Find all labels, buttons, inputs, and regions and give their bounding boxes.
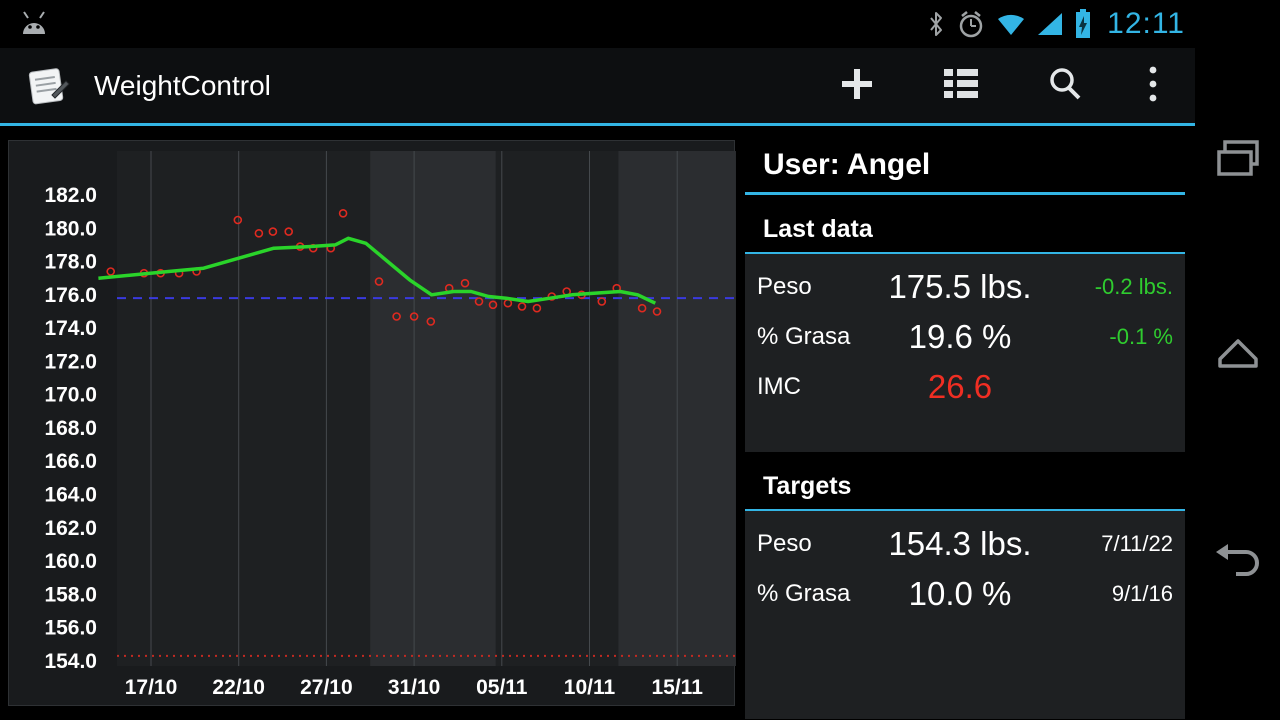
svg-text:176.0: 176.0 <box>44 284 97 307</box>
svg-text:156.0: 156.0 <box>44 617 97 640</box>
svg-text:172.0: 172.0 <box>44 350 97 373</box>
svg-text:180.0: 180.0 <box>44 217 97 240</box>
targets-card: Peso 154.3 lbs. 7/11/22 % Grasa 10.0 % 9… <box>745 511 1185 719</box>
svg-text:05/11: 05/11 <box>476 676 528 699</box>
svg-text:154.0: 154.0 <box>44 650 97 673</box>
app-logo-icon <box>23 63 73 109</box>
target-date: 9/1/16 <box>1111 581 1173 606</box>
recents-button[interactable] <box>1214 138 1262 183</box>
target-label: % Grasa <box>757 580 851 607</box>
plus-icon <box>837 64 877 107</box>
last-data-row-peso: Peso 175.5 lbs. -0.2 lbs. <box>757 262 1173 312</box>
overflow-menu-icon <box>1147 64 1159 107</box>
list-entries-button[interactable] <box>909 48 1013 123</box>
svg-text:31/10: 31/10 <box>388 676 441 699</box>
last-data-card: Peso 175.5 lbs. -0.2 lbs. % Grasa 19.6 %… <box>745 254 1185 452</box>
signal-icon <box>1036 11 1064 37</box>
metric-label: IMC <box>757 373 801 400</box>
bluetooth-icon <box>926 9 946 39</box>
svg-text:158.0: 158.0 <box>44 583 97 606</box>
search-icon <box>1045 64 1085 107</box>
svg-text:168.0: 168.0 <box>44 417 97 440</box>
last-data-row-grasa: % Grasa 19.6 % -0.1 % <box>757 312 1173 362</box>
main-content: 17/10 22/10 27/10 31/10 05/11 10/11 15/11 182.0… <box>0 140 1195 720</box>
metric-value: 175.5 lbs. <box>888 268 1032 305</box>
clock: 12:11 <box>1107 7 1185 40</box>
target-value: 154.3 lbs. <box>888 525 1032 562</box>
svg-text:170.0: 170.0 <box>44 384 97 407</box>
metric-delta: -0.2 lbs. <box>1094 274 1173 299</box>
overflow-menu-button[interactable] <box>1117 48 1189 123</box>
metric-label: Peso <box>757 273 812 300</box>
svg-text:10/11: 10/11 <box>564 676 616 699</box>
svg-text:164.0: 164.0 <box>44 484 97 507</box>
list-icon <box>941 66 981 105</box>
home-icon <box>1214 339 1262 375</box>
svg-text:178.0: 178.0 <box>44 251 97 274</box>
target-date: 7/11/22 <box>1101 531 1173 556</box>
svg-text:15/11: 15/11 <box>651 676 703 699</box>
svg-text:166.0: 166.0 <box>44 450 97 473</box>
metric-value: 19.6 % <box>908 318 1012 355</box>
target-label: Peso <box>757 530 812 557</box>
battery-charging-icon <box>1074 9 1092 39</box>
search-button[interactable] <box>1013 48 1117 123</box>
home-button[interactable] <box>1214 330 1262 375</box>
android-notification-icon <box>19 10 49 38</box>
target-value: 10.0 % <box>908 575 1012 612</box>
wifi-icon <box>996 11 1026 37</box>
system-nav-bar <box>1195 0 1280 720</box>
add-entry-button[interactable] <box>805 48 909 123</box>
target-row-peso: Peso 154.3 lbs. 7/11/22 <box>757 519 1173 569</box>
svg-text:17/10: 17/10 <box>125 676 178 699</box>
weight-chart-svg: 17/10 22/10 27/10 31/10 05/11 10/11 15/11 182.0… <box>44 151 736 699</box>
user-info-panel: User: Angel Last data Peso 175.5 lbs. -0… <box>745 140 1185 719</box>
svg-text:27/10: 27/10 <box>300 676 353 699</box>
status-bar: 12:11 <box>0 0 1195 48</box>
back-icon <box>1214 544 1262 587</box>
last-data-row-imc: IMC 26.6 <box>757 362 1173 412</box>
weight-chart[interactable]: 17/10 22/10 27/10 31/10 05/11 10/11 15/11 182.0… <box>8 140 736 706</box>
targets-title: Targets <box>745 466 1185 511</box>
svg-text:162.0: 162.0 <box>44 517 97 540</box>
target-row-grasa: % Grasa 10.0 % 9/1/16 <box>757 569 1173 619</box>
user-header[interactable]: User: Angel <box>745 140 1185 195</box>
svg-text:160.0: 160.0 <box>44 550 97 573</box>
alarm-icon <box>956 9 986 39</box>
recents-icon <box>1214 140 1262 183</box>
metric-label: % Grasa <box>757 323 851 350</box>
weightcontrol-app: 12:11 WeightControl <box>0 0 1195 720</box>
action-bar: WeightControl <box>0 48 1195 126</box>
app-title: WeightControl <box>94 69 271 101</box>
svg-text:174.0: 174.0 <box>44 317 97 340</box>
svg-text:182.0: 182.0 <box>44 184 97 207</box>
metric-delta: -0.1 % <box>1109 324 1173 349</box>
back-button[interactable] <box>1214 538 1262 587</box>
svg-text:22/10: 22/10 <box>212 676 265 699</box>
metric-value: 26.6 <box>927 368 993 405</box>
last-data-title: Last data <box>745 209 1185 254</box>
